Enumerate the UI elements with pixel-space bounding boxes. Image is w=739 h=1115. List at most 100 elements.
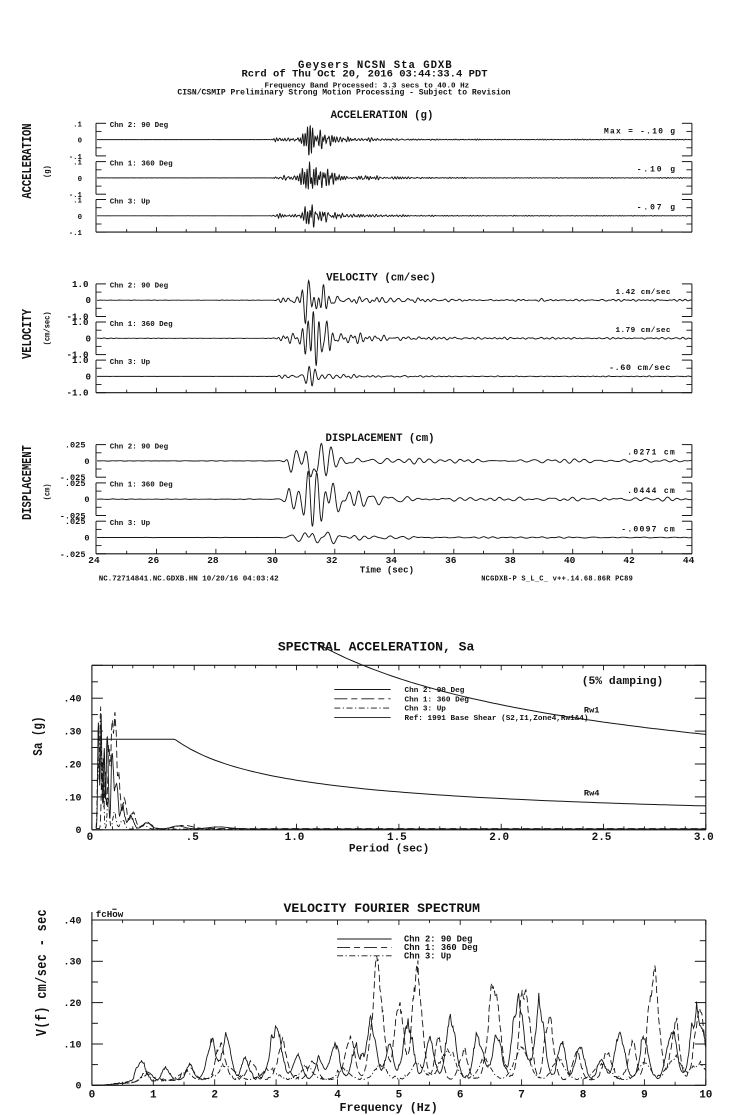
svg-text:5: 5 bbox=[396, 1090, 403, 1102]
svg-text:VELOCITY (cm/sec): VELOCITY (cm/sec) bbox=[326, 272, 436, 284]
svg-text:.0444 cm: .0444 cm bbox=[627, 487, 675, 496]
svg-text:.5: .5 bbox=[186, 832, 200, 844]
svg-text:38: 38 bbox=[504, 555, 516, 566]
svg-text:NC.72714841.NC.GDXB.HN 10/20/1: NC.72714841.NC.GDXB.HN 10/20/16 04:03:42 bbox=[99, 575, 279, 583]
svg-text:1: 1 bbox=[150, 1090, 157, 1102]
svg-text:Chn 2: 90 Deg: Chn 2: 90 Deg bbox=[110, 122, 169, 130]
svg-text:0: 0 bbox=[89, 1090, 96, 1102]
svg-text:Frequency (Hz): Frequency (Hz) bbox=[340, 1101, 438, 1115]
svg-text:Chn 1: 360 Deg: Chn 1: 360 Deg bbox=[110, 482, 173, 490]
svg-text:-.025: -.025 bbox=[60, 550, 86, 560]
svg-text:ACCELERATION (g): ACCELERATION (g) bbox=[331, 110, 434, 122]
svg-text:0: 0 bbox=[75, 1082, 81, 1093]
svg-text:0: 0 bbox=[78, 138, 83, 146]
svg-text:0: 0 bbox=[75, 826, 81, 837]
svg-text:Period (sec): Period (sec) bbox=[349, 844, 429, 856]
svg-text:-1.0: -1.0 bbox=[66, 350, 88, 361]
svg-text:.025: .025 bbox=[65, 517, 86, 527]
svg-text:4: 4 bbox=[334, 1090, 341, 1102]
svg-text:.025: .025 bbox=[65, 479, 86, 489]
svg-text:Chn 2: 90 Deg: Chn 2: 90 Deg bbox=[404, 935, 472, 945]
svg-text:fcHow: fcHow bbox=[96, 909, 124, 920]
svg-text:Chn 3: Up: Chn 3: Up bbox=[110, 520, 151, 528]
svg-text:Chn 3: Up: Chn 3: Up bbox=[110, 359, 151, 367]
svg-text:VELOCITY FOURIER SPECTRUM: VELOCITY FOURIER SPECTRUM bbox=[284, 901, 481, 916]
svg-text:.30: .30 bbox=[63, 728, 81, 739]
svg-text:Chn 1: 360 Deg: Chn 1: 360 Deg bbox=[405, 696, 470, 704]
svg-text:Rcrd of Thu Oct 20, 2016 03:44: Rcrd of Thu Oct 20, 2016 03:44:33.4 PDT bbox=[242, 68, 488, 80]
svg-text:1.0: 1.0 bbox=[72, 279, 89, 290]
svg-text:-.1: -.1 bbox=[69, 154, 83, 162]
svg-text:Rw4: Rw4 bbox=[584, 789, 600, 799]
svg-text:V(f) cm/sec - sec: V(f) cm/sec - sec bbox=[34, 909, 51, 1036]
svg-text:0: 0 bbox=[85, 333, 91, 344]
svg-text:.10: .10 bbox=[63, 793, 81, 804]
svg-text:8: 8 bbox=[580, 1090, 587, 1102]
svg-text:0: 0 bbox=[84, 457, 89, 467]
svg-text:.0271 cm: .0271 cm bbox=[627, 449, 675, 458]
svg-text:Chn 2: 90 Deg: Chn 2: 90 Deg bbox=[405, 687, 465, 695]
svg-text:Chn 3: Up: Chn 3: Up bbox=[404, 951, 451, 961]
svg-text:1.42 cm/sec: 1.42 cm/sec bbox=[616, 289, 671, 297]
svg-text:-1.0: -1.0 bbox=[66, 388, 88, 399]
svg-text:0: 0 bbox=[84, 534, 89, 544]
svg-text:(cm): (cm) bbox=[44, 483, 52, 500]
svg-text:NCGDXB-P S_L_C_ v++.14.68.86: NCGDXB-P S_L_C_ v++.14.68.86R PC89 bbox=[481, 575, 633, 583]
svg-text:(5% damping): (5% damping) bbox=[582, 676, 664, 688]
svg-text:26: 26 bbox=[148, 555, 160, 566]
svg-text:ACCELERATION: ACCELERATION bbox=[20, 124, 36, 199]
svg-text:10: 10 bbox=[699, 1090, 712, 1102]
svg-text:DISPLACEMENT: DISPLACEMENT bbox=[20, 445, 36, 520]
svg-text:1.79 cm/sec: 1.79 cm/sec bbox=[616, 327, 671, 335]
svg-text:1.5: 1.5 bbox=[387, 832, 407, 844]
svg-text:CISN/CSMIP Preliminary Strong: CISN/CSMIP Preliminary Strong Motion Pro… bbox=[177, 88, 510, 97]
svg-text:Chn 1: 360 Deg: Chn 1: 360 Deg bbox=[404, 943, 478, 953]
svg-text:DISPLACEMENT (cm): DISPLACEMENT (cm) bbox=[326, 433, 435, 445]
svg-text:28: 28 bbox=[207, 555, 219, 566]
svg-text:-.025: -.025 bbox=[60, 473, 86, 483]
svg-text:-.07 g: -.07 g bbox=[637, 204, 676, 213]
svg-text:1.0: 1.0 bbox=[72, 355, 89, 366]
svg-text:Chn 3: Up: Chn 3: Up bbox=[405, 706, 447, 714]
svg-text:.20: .20 bbox=[63, 999, 81, 1010]
svg-text:3.0: 3.0 bbox=[694, 832, 714, 844]
svg-text:36: 36 bbox=[445, 555, 457, 566]
svg-text:34: 34 bbox=[386, 555, 398, 566]
svg-text:.1: .1 bbox=[73, 121, 82, 129]
svg-text:0: 0 bbox=[85, 371, 91, 382]
svg-text:.10: .10 bbox=[63, 1040, 81, 1051]
svg-text:0: 0 bbox=[78, 214, 83, 222]
svg-text:-.1: -.1 bbox=[69, 192, 83, 200]
svg-text:-.025: -.025 bbox=[60, 512, 86, 522]
svg-text:(cm/sec): (cm/sec) bbox=[44, 311, 52, 345]
svg-text:.1: .1 bbox=[73, 198, 82, 206]
svg-text:Time (sec): Time (sec) bbox=[360, 565, 414, 576]
svg-text:Sa (g): Sa (g) bbox=[30, 717, 47, 756]
svg-text:2.5: 2.5 bbox=[592, 832, 612, 844]
svg-text:6: 6 bbox=[457, 1090, 464, 1102]
svg-text:.30: .30 bbox=[63, 958, 81, 969]
svg-text:.40: .40 bbox=[63, 916, 81, 927]
svg-text:0: 0 bbox=[78, 176, 83, 184]
svg-text:2.0: 2.0 bbox=[489, 832, 509, 844]
svg-text:9: 9 bbox=[641, 1090, 648, 1102]
svg-text:30: 30 bbox=[267, 555, 279, 566]
svg-text:Ref: 1991 Base Shear (S2,I1,Zo: Ref: 1991 Base Shear (S2,I1,Zone4,Rw1&4) bbox=[405, 715, 589, 723]
svg-text:Chn 2: 90 Deg: Chn 2: 90 Deg bbox=[110, 283, 169, 291]
svg-text:24: 24 bbox=[88, 555, 100, 566]
svg-text:-1.0: -1.0 bbox=[66, 312, 88, 323]
svg-text:-.1: -.1 bbox=[69, 230, 83, 238]
svg-text:(g): (g) bbox=[44, 165, 52, 178]
svg-text:-.0097 cm: -.0097 cm bbox=[621, 525, 675, 534]
svg-text:40: 40 bbox=[564, 555, 576, 566]
svg-text:2: 2 bbox=[211, 1090, 218, 1102]
svg-text:Frequency Band Processed: 3.3: Frequency Band Processed: 3.3 secs to 40… bbox=[265, 82, 470, 90]
svg-text:Chn 1: 360 Deg: Chn 1: 360 Deg bbox=[110, 160, 173, 168]
svg-text:0: 0 bbox=[87, 832, 94, 844]
svg-text:44: 44 bbox=[683, 555, 695, 566]
svg-text:.40: .40 bbox=[63, 695, 81, 706]
svg-text:Geysers NCSN Sta GDXB: Geysers NCSN Sta GDXB bbox=[298, 60, 452, 72]
svg-text:-.60 cm/sec: -.60 cm/sec bbox=[609, 363, 671, 373]
svg-text:0: 0 bbox=[84, 495, 89, 505]
svg-text:SPECTRAL ACCELERATION, Sa: SPECTRAL ACCELERATION, Sa bbox=[278, 640, 475, 655]
